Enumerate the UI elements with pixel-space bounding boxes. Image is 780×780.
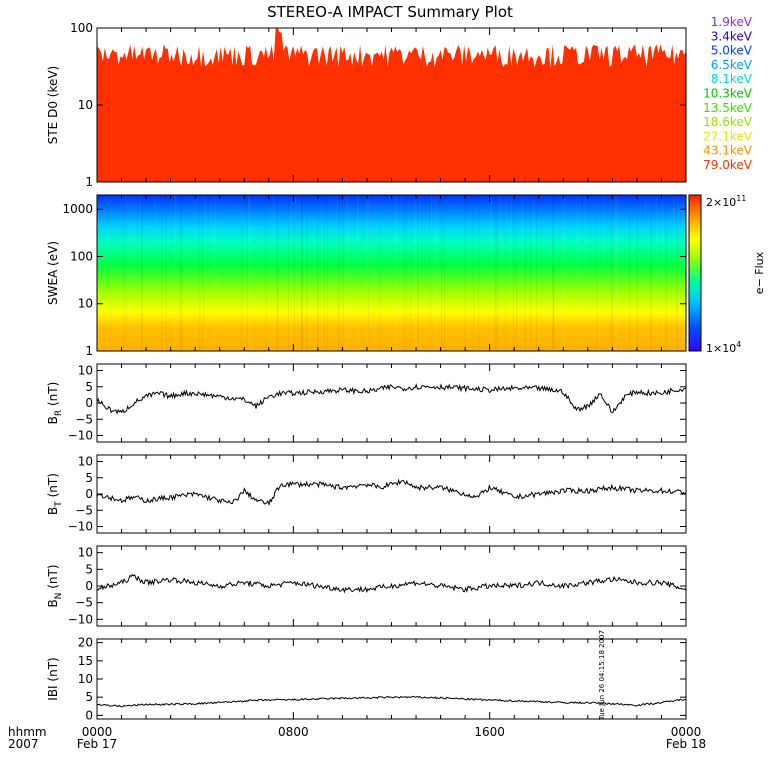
bt-axis-title-sub: T [54, 501, 64, 508]
ste-legend-entry: 27.1keV [703, 129, 753, 143]
swea-ytick-label: 100 [70, 249, 93, 263]
bt-axis-title-unit: (nT) [46, 473, 60, 501]
bn-ytick-label: 5 [85, 562, 93, 576]
swea-axis-title: SWEA (eV) [46, 241, 60, 305]
bt-ytick-label: −5 [75, 503, 93, 517]
bt-ytick-label: −10 [68, 520, 93, 534]
bt-axis-title: BT (nT) [46, 473, 64, 515]
bmag-ytick-label: 15 [78, 654, 93, 668]
br-ytick-label: −5 [75, 412, 93, 426]
bn-ytick-label: −10 [68, 612, 93, 626]
bn-series-line [96, 573, 687, 594]
br-series-line [96, 383, 687, 415]
ste-legend-entry: 6.5keV [711, 58, 753, 72]
bn-axis-title-sub: N [54, 593, 64, 600]
ste-legend-entry: 3.4keV [711, 29, 753, 43]
br-ytick-label: 0 [85, 396, 93, 410]
plot-title: STEREO-A IMPACT Summary Plot [267, 3, 513, 21]
br-axis-title-sub: R [54, 410, 64, 416]
ste-legend-entry: 10.3keV [703, 87, 753, 101]
ste-ytick-label: 1 [85, 175, 93, 189]
ste-legend-entry: 13.5keV [703, 101, 753, 115]
x-label-hhmm: hhmm [8, 725, 47, 739]
x-ticks [96, 28, 687, 719]
bn-frame [96, 545, 687, 627]
colorbar-label: e− Flux [753, 251, 766, 294]
ste-legend-entry: 79.0keV [703, 158, 753, 172]
ste-spectrogram [97, 28, 686, 182]
br-frame [96, 363, 687, 443]
br-ytick-label: −10 [68, 429, 93, 443]
bn-ytick-label: −5 [75, 596, 93, 610]
swea-ytick-label: 10 [78, 297, 93, 311]
ste-legend-entry: 1.9keV [711, 15, 753, 29]
flux-colorbar [688, 194, 702, 352]
bt-frame [96, 454, 687, 534]
ste-legend-entry: 8.1keV [711, 72, 753, 86]
swea-axis-title-main: SWEA (eV) [46, 241, 60, 305]
br-axis-title-main: B [46, 416, 60, 424]
bmag-series-line [96, 695, 687, 708]
swea-panel: 2×1011 1×104 e− Flux [96, 194, 766, 355]
bn-axis-title-unit: (nT) [46, 564, 60, 592]
x-date-label: Feb 17 [77, 737, 117, 751]
x-tick-label: 0000 [671, 725, 702, 739]
ste-energy-band [97, 28, 686, 182]
x-label-year: 2007 [8, 737, 39, 751]
br-ytick-label: 10 [78, 364, 93, 378]
bmag-axis-title: IBI (nT) [46, 657, 60, 700]
swea-spectrogram [97, 195, 686, 351]
x-tick-label: 1600 [474, 725, 505, 739]
swea-streaks [96, 196, 684, 350]
ste-legend-entry: 18.6keV [703, 115, 753, 129]
ste-panel: 1.9keV3.4keV5.0keV6.5keV8.1keV10.3keV13.… [96, 15, 753, 183]
x-tick-label: 0000 [82, 725, 113, 739]
x-tick-label: 0800 [278, 725, 309, 739]
bmag-ytick-label: 0 [85, 708, 93, 722]
bn-axis-title: BN (nT) [46, 564, 64, 607]
bt-series-line [96, 478, 687, 507]
ste-legend-entry: 43.1keV [703, 144, 753, 158]
bmag-ytick-label: 20 [78, 636, 93, 650]
bn-ytick-label: 10 [78, 546, 93, 560]
bn-ytick-label: 0 [85, 579, 93, 593]
bn-axis-title-main: B [46, 599, 60, 607]
bmag-axis-title-main: IBI (nT) [46, 657, 60, 700]
br-axis-title: BR (nT) [46, 382, 64, 425]
ste-axis-title: STE D0 (keV) [46, 66, 60, 145]
ste-energy-legend: 1.9keV3.4keV5.0keV6.5keV8.1keV10.3keV13.… [703, 15, 753, 172]
colorbar-min-label: 1×104 [706, 340, 741, 355]
bt-ytick-label: 10 [78, 455, 93, 469]
ste-ytick-label: 100 [70, 21, 93, 35]
ste-axis-title-main: STE D0 (keV) [46, 66, 60, 145]
colorbar-max-label: 2×1011 [706, 194, 746, 209]
bt-axis-title-main: B [46, 507, 60, 515]
bmag-ytick-label: 5 [85, 690, 93, 704]
ste-legend-entry: 5.0keV [711, 44, 753, 58]
br-ytick-label: 5 [85, 380, 93, 394]
bt-ytick-label: 0 [85, 487, 93, 501]
swea-ytick-label: 1 [85, 344, 93, 358]
ste-ytick-label: 10 [78, 98, 93, 112]
x-date-label: Feb 18 [666, 737, 706, 751]
bt-ytick-label: 5 [85, 471, 93, 485]
timestamp-stamp: Tue Jun 26 04:15:18 2007 [598, 630, 606, 721]
swea-ytick-label: 1000 [62, 202, 93, 216]
br-axis-title-unit: (nT) [46, 382, 60, 410]
bmag-ytick-label: 10 [78, 672, 93, 686]
